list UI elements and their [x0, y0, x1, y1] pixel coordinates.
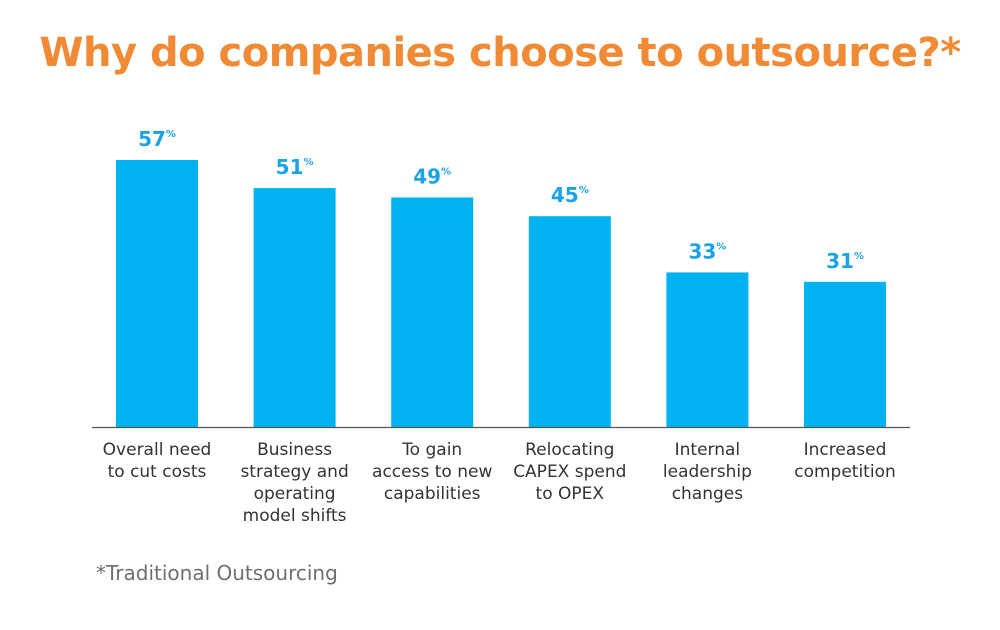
category-label-6: Increased competition	[794, 440, 896, 482]
category-label-1: Overall need to cut costs	[103, 440, 212, 482]
category-label-5: Internal leadership changes	[663, 440, 752, 504]
value-label-2: 51%	[276, 155, 314, 179]
value-label-3: 49%	[413, 164, 451, 188]
category-label-4: Relocating CAPEX spend to OPEX	[513, 440, 626, 504]
value-label-6: 31%	[826, 249, 864, 273]
value-label-5: 33%	[688, 239, 726, 263]
bar-6	[804, 281, 886, 427]
bar-4	[528, 216, 611, 427]
bar-2	[253, 188, 336, 427]
category-label-2: Business strategy and operating model shift…	[240, 440, 348, 526]
bar-3	[391, 197, 474, 427]
bar-5	[666, 272, 749, 427]
value-label-4: 45%	[551, 183, 589, 207]
chart-title: Why do companies choose to outsource?*	[39, 30, 961, 76]
footnote: *Traditional Outsourcing	[96, 561, 338, 585]
bar-1	[116, 160, 198, 427]
value-label-1: 57%	[138, 127, 176, 151]
category-label-3: To gain access to new capabilities	[372, 440, 492, 504]
